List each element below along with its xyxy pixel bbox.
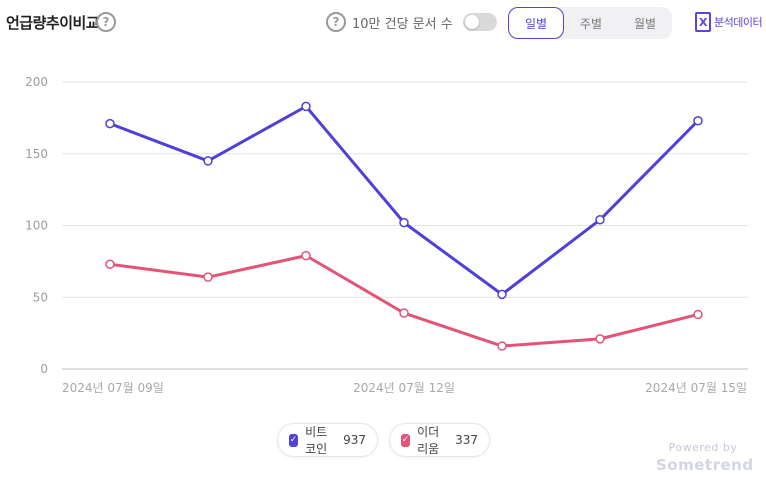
toggle-knob xyxy=(464,15,479,29)
y-tick-label: 50 xyxy=(33,290,48,304)
powered-by-text: Powered by xyxy=(668,441,738,454)
help-icon[interactable]: ? xyxy=(326,12,346,32)
data-point xyxy=(301,250,311,261)
y-tick-label: 150 xyxy=(25,147,48,161)
data-point xyxy=(203,272,213,282)
period-weekly-button[interactable]: 주별 xyxy=(579,16,603,31)
series-line-1 xyxy=(108,254,700,348)
data-point xyxy=(595,215,605,225)
excel-icon: X xyxy=(695,12,711,32)
data-point xyxy=(399,308,409,318)
y-tick-label: 0 xyxy=(40,362,48,376)
y-tick-label: 100 xyxy=(25,219,48,233)
data-point xyxy=(301,101,311,112)
data-point xyxy=(693,309,703,320)
help-icon[interactable]: ? xyxy=(96,12,116,32)
export-label: 분석데이터 xyxy=(714,16,763,29)
per-100k-toggle-group: ? 10만 건당 문서 수 xyxy=(326,12,497,32)
data-point xyxy=(497,289,507,300)
data-point xyxy=(399,217,409,228)
data-point xyxy=(595,334,605,344)
period-monthly-button[interactable]: 월별 xyxy=(633,16,657,31)
legend-total: 937 xyxy=(343,433,366,447)
checkbox-icon: ✓ xyxy=(401,433,411,447)
checkbox-icon: ✓ xyxy=(289,433,299,447)
toggle-label: 10만 건당 문서 수 xyxy=(352,16,453,32)
x-tick-label: 2024년 07월 09일 xyxy=(62,381,164,395)
x-tick-label: 2024년 07월 12일 xyxy=(353,381,455,395)
legend-label: 비트코인 xyxy=(305,425,328,456)
y-tick-label: 200 xyxy=(25,75,48,89)
page-title: 언급량추이비교 xyxy=(6,14,100,32)
legend-total: 337 xyxy=(455,433,478,447)
brand-logo: Sometrend xyxy=(656,456,754,474)
legend-item-bitcoin[interactable]: ✓ 비트코인 937 xyxy=(277,423,378,457)
data-point xyxy=(693,115,703,126)
export-data-button[interactable]: X 분석데이터 xyxy=(695,12,763,32)
period-daily-button[interactable]: 일별 xyxy=(508,7,564,39)
data-point xyxy=(203,156,213,166)
series-line-0 xyxy=(108,104,700,296)
period-selector: 일별 주별 월별 xyxy=(508,7,672,39)
data-point xyxy=(105,259,115,269)
legend-item-ethereum[interactable]: ✓ 이더리움 337 xyxy=(389,423,490,457)
data-point xyxy=(105,118,115,129)
data-point xyxy=(497,341,507,351)
per-100k-toggle[interactable] xyxy=(462,13,497,31)
legend-label: 이더리움 xyxy=(417,425,440,456)
x-tick-label: 2024년 07월 15일 xyxy=(645,381,747,395)
